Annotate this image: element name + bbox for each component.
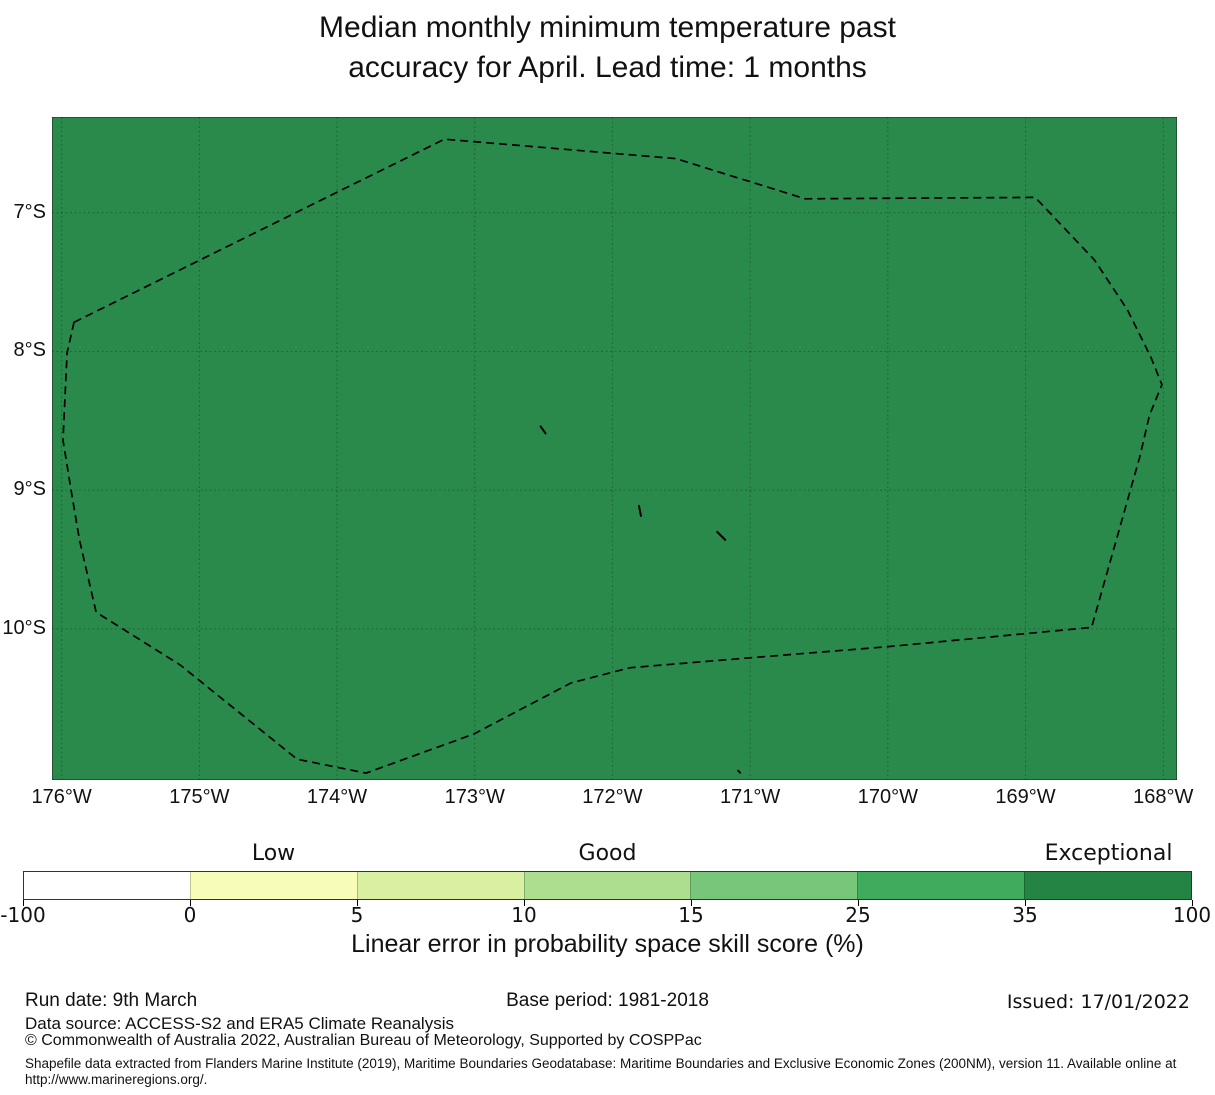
colorbar — [23, 871, 1192, 900]
island-mark — [539, 425, 547, 435]
chart-title-line1: Median monthly minimum temperature past — [319, 11, 896, 44]
colorbar-tick — [691, 900, 692, 906]
island-mark — [737, 769, 742, 774]
lon-tick-label: 170°W — [857, 786, 918, 808]
lon-tick-label: 175°W — [169, 786, 230, 808]
lon-tick-label: 172°W — [582, 786, 643, 808]
colorbar-tick-label: 10 — [511, 903, 537, 927]
lon-tick-label: 173°W — [444, 786, 505, 808]
colorbar-tick-label: 35 — [1012, 903, 1038, 927]
lat-tick-label: 8°S — [13, 339, 46, 362]
colorbar-category-label: Good — [578, 841, 637, 866]
chart-title: Median monthly minimum temperature past … — [0, 8, 1215, 88]
colorbar-tick — [23, 900, 24, 906]
data-source-text: Data source: ACCESS-S2 and ERA5 Climate … — [25, 1014, 454, 1033]
colorbar-segment — [24, 872, 190, 899]
colorbar-tick-label: 0 — [183, 903, 197, 927]
colorbar-tick-label: 25 — [845, 903, 871, 927]
colorbar-tick — [858, 900, 859, 906]
colorbar-tick — [524, 900, 525, 906]
chart-title-line2: accuracy for April. Lead time: 1 months — [348, 51, 867, 84]
issued-date-text: Issued: 17/01/2022 — [1006, 991, 1190, 1013]
island-mark — [716, 530, 727, 541]
lon-tick-label: 171°W — [720, 786, 781, 808]
lon-tick-label: 169°W — [995, 786, 1056, 808]
colorbar-tick — [190, 900, 191, 906]
lon-tick-label: 176°W — [31, 786, 92, 808]
colorbar-category-label: Low — [251, 841, 296, 866]
colorbar-tick-label: 100 — [1172, 903, 1212, 927]
colorbar-axis-label: Linear error in probability space skill … — [351, 930, 864, 958]
lon-tick-label: 168°W — [1133, 786, 1194, 808]
colorbar-segment — [356, 872, 524, 899]
colorbar-tick — [1025, 900, 1026, 906]
colorbar-tick — [1192, 900, 1193, 906]
map-canvas — [52, 117, 1177, 780]
lat-tick-label: 10°S — [2, 616, 46, 639]
island-marks — [539, 425, 742, 774]
copyright-text: © Commonwealth of Australia 2022, Austra… — [25, 1032, 702, 1049]
colorbar-tick — [357, 900, 358, 906]
run-date-text: Run date: 9th March — [25, 990, 198, 1011]
map-gridlines — [52, 117, 1177, 780]
colorbar-tick-label: -100 — [0, 903, 46, 927]
shapefile-url-text: http://www.marineregions.org/. — [25, 1072, 208, 1087]
colorbar-tick-label: 5 — [350, 903, 364, 927]
shapefile-note-text: Shapefile data extracted from Flanders M… — [25, 1056, 1177, 1071]
colorbar-segment — [857, 872, 1025, 899]
colorbar-segment — [523, 872, 691, 899]
colorbar-segment — [189, 872, 357, 899]
island-mark — [637, 504, 642, 517]
colorbar-segment — [1024, 872, 1192, 899]
lat-tick-label: 7°S — [13, 200, 46, 223]
colorbar-segment — [690, 872, 858, 899]
base-period-text: Base period: 1981-2018 — [506, 990, 709, 1011]
lon-tick-label: 174°W — [306, 786, 368, 808]
colorbar-tick-label: 15 — [678, 903, 704, 927]
lat-tick-label: 9°S — [13, 478, 46, 501]
map-sea-fill — [52, 117, 1177, 780]
colorbar-category-label: Exceptional — [1044, 841, 1173, 866]
